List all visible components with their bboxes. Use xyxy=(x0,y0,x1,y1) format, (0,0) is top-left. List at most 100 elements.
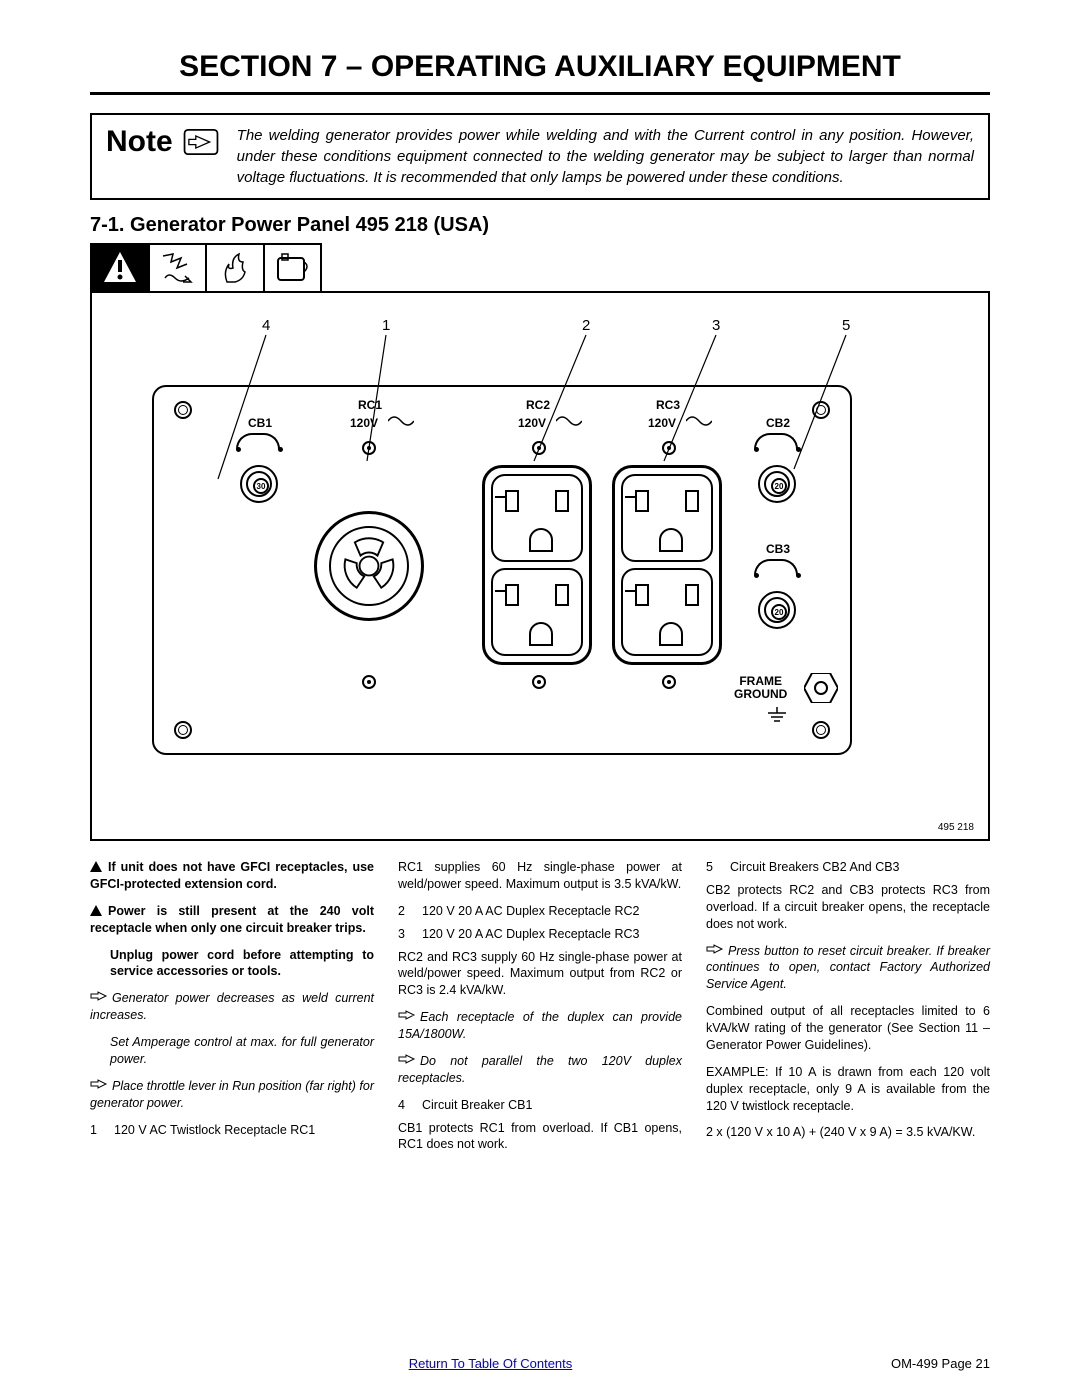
body-text: Combined output of all receptacles limit… xyxy=(706,1004,990,1052)
sine-icon xyxy=(388,415,414,427)
frame-ground-lug xyxy=(804,673,836,705)
cb-dot xyxy=(796,447,801,452)
cb-dot xyxy=(278,447,283,452)
item-number: 3 xyxy=(398,926,408,943)
label-rc1: RC1 xyxy=(358,399,382,412)
note-text: Generator power decreases as weld curren… xyxy=(90,991,374,1022)
callout-1: 1 xyxy=(382,317,390,334)
label-120v: 120V xyxy=(350,417,378,430)
page-number: OM-499 Page 21 xyxy=(891,1356,990,1371)
hazard-icon-strip xyxy=(90,243,322,293)
fire-hazard-icon xyxy=(213,248,257,288)
section-title: SECTION 7 – OPERATING AUXILIARY EQUIPMEN… xyxy=(90,50,990,95)
note-text: The welding generator provides power whi… xyxy=(237,125,974,188)
note-hand-icon xyxy=(398,1009,416,1021)
note-text: Place throttle lever in Run position (fa… xyxy=(90,1079,374,1110)
toc-link[interactable]: Return To Table Of Contents xyxy=(409,1356,573,1371)
item-number: 5 xyxy=(706,859,716,876)
item-text: Circuit Breaker CB1 xyxy=(422,1097,532,1114)
cb-arc xyxy=(754,559,798,575)
warning-triangle-icon xyxy=(90,861,102,872)
note-text: Press button to reset circuit breaker. I… xyxy=(706,944,990,992)
warning-text: Unplug power cord before attempting to s… xyxy=(110,948,374,979)
receptacle-screw xyxy=(532,675,546,689)
pointing-hand-icon xyxy=(183,129,219,155)
label-cb1: CB1 xyxy=(248,417,272,430)
note-box: Note The welding generator provides powe… xyxy=(90,113,990,200)
note-label: Note xyxy=(106,125,173,159)
breaker-cb2: 20 xyxy=(758,465,796,503)
warning-text: Power is still present at the 240 volt r… xyxy=(90,904,374,935)
note-hand-icon xyxy=(398,1053,416,1065)
label-cb3: CB3 xyxy=(766,543,790,556)
panel-screw xyxy=(174,401,192,419)
breaker-amp: 20 xyxy=(771,478,787,494)
body-text: EXAMPLE: If 10 A is drawn from each 120 … xyxy=(706,1065,990,1113)
callout-3: 3 xyxy=(712,317,720,334)
note-text: Each receptacle of the duplex can provid… xyxy=(398,1010,682,1041)
note-text: Set Amperage control at max. for full ge… xyxy=(110,1035,374,1066)
outlet xyxy=(491,474,583,562)
item-number: 1 xyxy=(90,1122,100,1139)
note-hand-icon xyxy=(706,943,724,955)
text-columns: If unit does not have GFCI receptacles, … xyxy=(90,859,990,1163)
cb-dot xyxy=(754,447,759,452)
receptacle-screw xyxy=(362,675,376,689)
breaker-cb3: 20 xyxy=(758,591,796,629)
body-text: CB2 protects RC2 and CB3 protects RC3 fr… xyxy=(706,883,990,931)
twistlock-receptacle xyxy=(314,511,424,621)
warning-triangle-icon xyxy=(90,905,102,916)
receptacle-screw xyxy=(662,441,676,455)
breaker-cb1: 30 xyxy=(240,465,278,503)
warning-icon xyxy=(100,248,140,288)
column-3: 5 Circuit Breakers CB2 And CB3 CB2 protec… xyxy=(706,859,990,1163)
note-text: Do not parallel the two 120V duplex rece… xyxy=(398,1054,682,1085)
item-text: 120 V 20 A AC Duplex Receptacle RC3 xyxy=(422,926,640,943)
note-hand-icon xyxy=(90,990,108,1002)
receptacle-screw xyxy=(532,441,546,455)
page-footer: Return To Table Of Contents OM-499 Page … xyxy=(90,1356,990,1371)
panel-diagram-frame: 4 1 2 3 5 RC1 RC2 RC3 120V 120V 120V CB1… xyxy=(90,291,990,841)
column-1: If unit does not have GFCI receptacles, … xyxy=(90,859,374,1163)
receptacle-screw xyxy=(662,675,676,689)
label-cb2: CB2 xyxy=(766,417,790,430)
duplex-receptacle-rc2 xyxy=(482,465,592,665)
label-120v: 120V xyxy=(518,417,546,430)
sine-icon xyxy=(686,415,712,427)
body-text: 2 x (120 V x 10 A) + (240 V x 9 A) = 3.5… xyxy=(706,1125,975,1139)
ground-symbol-icon xyxy=(766,707,788,725)
label-frame-ground: FRAME GROUND xyxy=(734,675,787,701)
callout-2: 2 xyxy=(582,317,590,334)
outlet xyxy=(621,568,713,656)
outlet xyxy=(621,474,713,562)
generator-panel: RC1 RC2 RC3 120V 120V 120V CB1 CB2 CB3 F… xyxy=(152,385,852,755)
cb-arc xyxy=(754,433,798,449)
sine-icon xyxy=(556,415,582,427)
item-number: 4 xyxy=(398,1097,408,1114)
shock-hazard-icon xyxy=(155,248,199,288)
body-text: RC1 supplies 60 Hz single-phase power at… xyxy=(398,860,682,891)
item-text: Circuit Breakers CB2 And CB3 xyxy=(730,859,900,876)
label-120v: 120V xyxy=(648,417,676,430)
item-number: 2 xyxy=(398,903,408,920)
breaker-amp: 30 xyxy=(253,478,269,494)
cb-dot xyxy=(236,447,241,452)
label-rc3: RC3 xyxy=(656,399,680,412)
item-text: 120 V AC Twistlock Receptacle RC1 xyxy=(114,1122,315,1139)
cb-dot xyxy=(796,573,801,578)
item-text: 120 V 20 A AC Duplex Receptacle RC2 xyxy=(422,903,640,920)
receptacle-screw xyxy=(362,441,376,455)
panel-screw xyxy=(174,721,192,739)
cb-arc xyxy=(236,433,280,449)
note-hand-icon xyxy=(90,1078,108,1090)
equipment-hazard-icon xyxy=(270,248,314,288)
body-text: RC2 and RC3 supply 60 Hz single-phase po… xyxy=(398,950,682,998)
part-number: 495 218 xyxy=(938,822,974,833)
breaker-amp: 20 xyxy=(771,604,787,620)
cb-dot xyxy=(754,573,759,578)
outlet xyxy=(491,568,583,656)
callout-5: 5 xyxy=(842,317,850,334)
subsection-title: 7-1. Generator Power Panel 495 218 (USA) xyxy=(90,214,990,237)
panel-screw xyxy=(812,721,830,739)
panel-screw xyxy=(812,401,830,419)
